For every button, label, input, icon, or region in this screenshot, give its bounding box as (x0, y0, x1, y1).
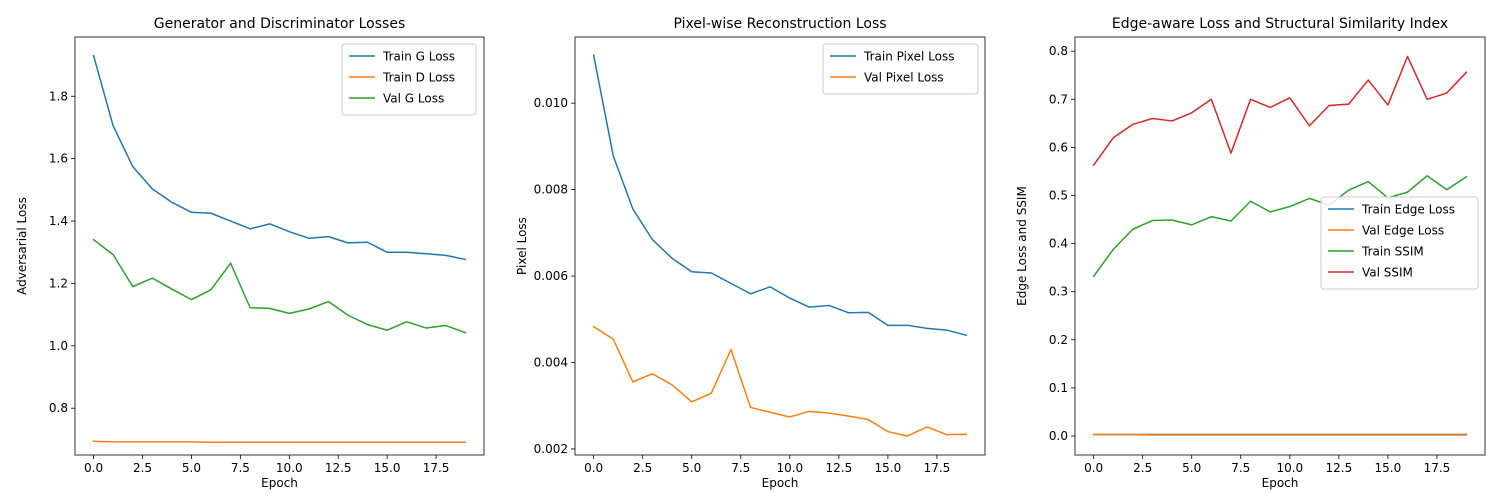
series-line-3 (92, 238, 467, 334)
plot-frame (574, 36, 986, 456)
series-line-2 (592, 325, 968, 437)
x-tick-label: 17.5 (423, 461, 450, 475)
x-tick-label: 0.0 (1084, 461, 1103, 475)
y-tick-label: 0.006 (534, 269, 568, 283)
y-tick-label: 0.6 (1049, 140, 1068, 154)
legend-label: Train G Loss (382, 50, 455, 64)
legend-label: Val Edge Loss (1362, 224, 1444, 238)
y-tick-label: 0.004 (534, 355, 568, 369)
y-axis-label: Adversarial Loss (15, 197, 29, 295)
x-tick-label: 7.5 (1231, 461, 1250, 475)
legend-label: Train Pixel Loss (863, 50, 955, 64)
legend-label: Train D Loss (382, 71, 455, 85)
x-tick-label: 10.0 (776, 461, 803, 475)
x-tick-label: 12.5 (1325, 461, 1352, 475)
y-tick-label: 0.5 (1049, 188, 1068, 202)
chart-panel-3: Edge-aware Loss and Structural Similarit… (1015, 16, 1486, 490)
chart-title: Generator and Discriminator Losses (154, 16, 406, 32)
y-axis-label: Edge Loss and SSIM (1015, 186, 1029, 306)
x-tick-label: 15.0 (875, 461, 902, 475)
chart-title: Edge-aware Loss and Structural Similarit… (1112, 16, 1448, 32)
x-axis-label: Epoch (261, 476, 298, 490)
series-line-1 (92, 54, 467, 261)
x-tick-label: 5.0 (682, 461, 701, 475)
legend-label: Val G Loss (383, 92, 444, 106)
x-tick-label: 17.5 (1424, 461, 1451, 475)
x-tick-label: 0.0 (84, 461, 103, 475)
legend-box (1320, 196, 1479, 290)
chart-panel-2: Pixel-wise Reconstruction Loss 0.0 2.5 5.0 7… (515, 16, 986, 490)
y-tick-label: 1.2 (49, 276, 68, 290)
y-tick-label: 0.8 (49, 401, 68, 415)
y-tick-label: 0.002 (534, 442, 568, 456)
y-tick-label: 0.010 (534, 96, 568, 110)
y-tick-label: 0.7 (1049, 92, 1068, 106)
x-tick-label: 10.0 (276, 461, 303, 475)
x-tick-label: 10.0 (1276, 461, 1303, 475)
legend-label: Val Pixel Loss (864, 71, 944, 85)
x-tick-label: 2.5 (133, 461, 152, 475)
x-tick-label: 0.0 (584, 461, 603, 475)
y-tick-label: 0.1 (1049, 381, 1068, 395)
x-tick-label: 7.5 (231, 461, 250, 475)
y-tick-label: 0.8 (1049, 44, 1068, 58)
y-tick-label: 0.008 (534, 183, 568, 197)
legend: Train Pixel Loss Val Pixel Loss (822, 43, 979, 95)
y-tick-label: 0.0 (1049, 429, 1068, 443)
x-tick-label: 12.5 (825, 461, 852, 475)
chart-title: Pixel-wise Reconstruction Loss (673, 16, 886, 32)
y-axis-label: Pixel Loss (515, 217, 529, 275)
y-tick-label: 1.0 (49, 339, 68, 353)
series-line-4 (1092, 55, 1468, 167)
legend-box (341, 43, 477, 116)
x-tick-label: 5.0 (182, 461, 201, 475)
x-tick-label: 7.5 (731, 461, 750, 475)
legend-label: Train Edge Loss (1361, 203, 1455, 217)
plot-frame (1074, 36, 1486, 456)
chart-panel-1: Generator and Discriminator Losses 0.0 2.5… (15, 16, 485, 490)
y-tick-label: 1.6 (49, 152, 68, 166)
x-tick-label: 2.5 (1133, 461, 1152, 475)
x-tick-label: 17.5 (924, 461, 951, 475)
y-tick-label: 1.4 (49, 214, 68, 228)
series-line-1 (592, 54, 968, 337)
legend: Train Edge Loss Val Edge Loss Train SSIM Va… (1320, 196, 1479, 290)
series-line-2 (92, 440, 467, 443)
legend-label: Train SSIM (1361, 245, 1424, 259)
x-tick-label: 15.0 (374, 461, 401, 475)
plot-frame (74, 36, 485, 456)
y-tick-label: 0.3 (1049, 285, 1068, 299)
y-tick-label: 0.2 (1049, 333, 1068, 347)
x-axis-label: Epoch (1262, 476, 1299, 490)
legend-box (822, 43, 979, 95)
y-tick-label: 0.4 (1049, 237, 1068, 251)
x-tick-label: 5.0 (1182, 461, 1201, 475)
x-axis-label: Epoch (762, 476, 799, 490)
y-tick-label: 1.8 (49, 89, 68, 103)
series-line-3 (1092, 175, 1468, 278)
legend: Train G Loss Train D Loss Val G Loss (341, 43, 477, 116)
x-tick-label: 15.0 (1375, 461, 1402, 475)
legend-label: Val SSIM (1362, 266, 1413, 280)
x-tick-label: 12.5 (325, 461, 352, 475)
x-tick-label: 2.5 (633, 461, 652, 475)
